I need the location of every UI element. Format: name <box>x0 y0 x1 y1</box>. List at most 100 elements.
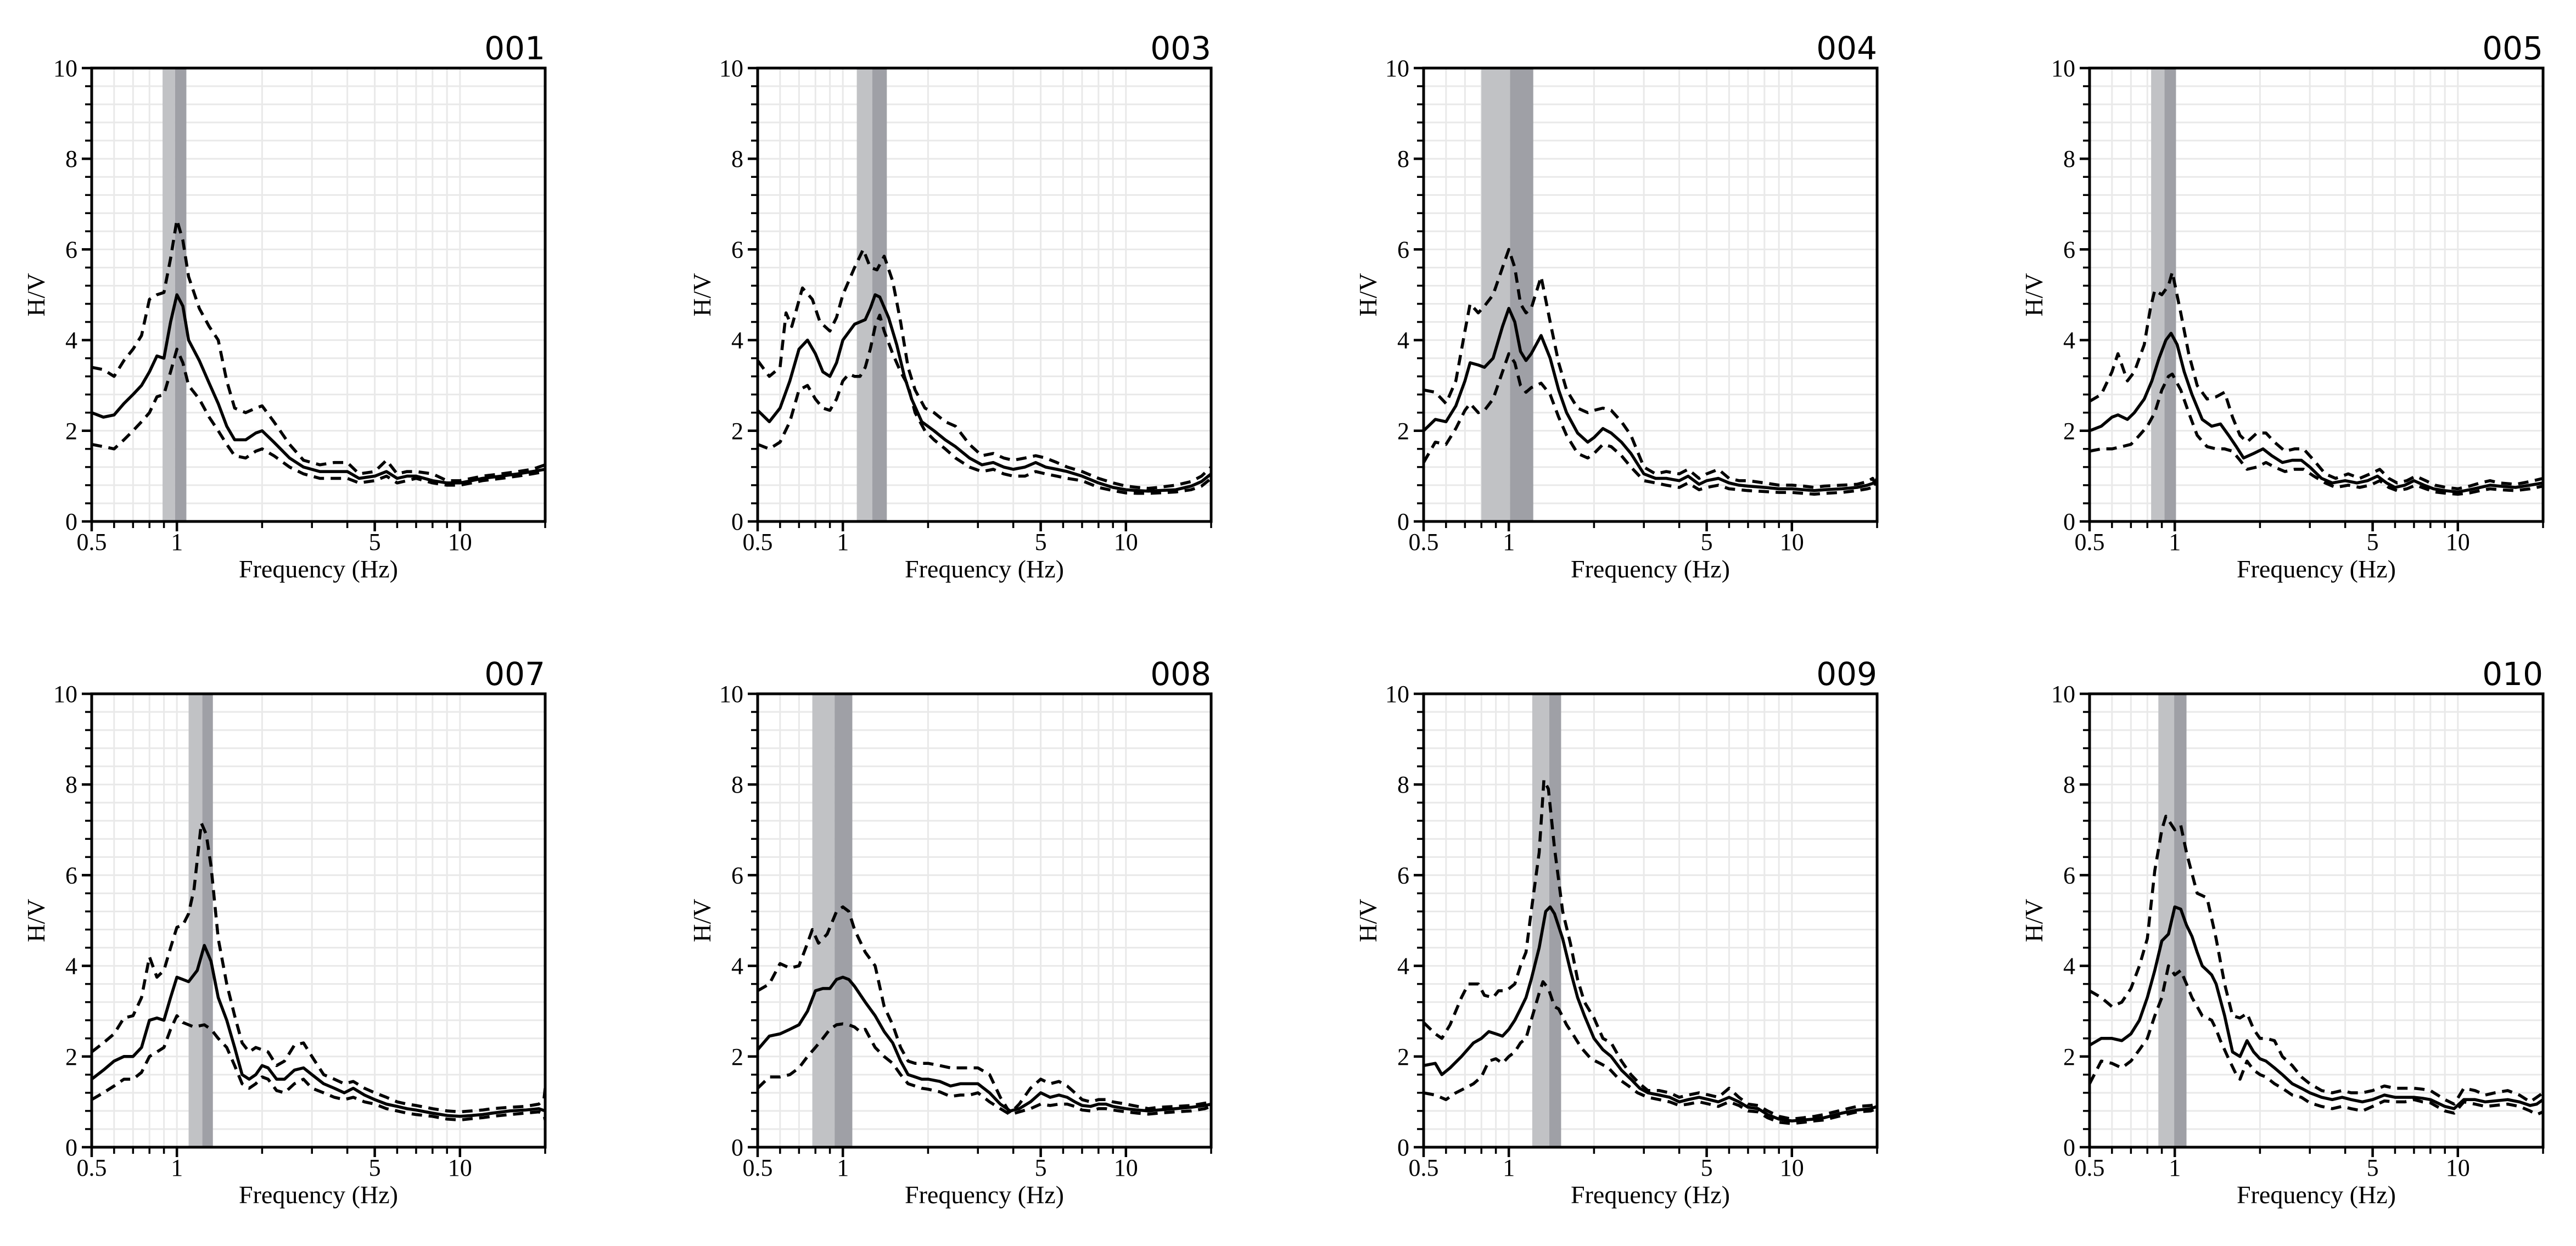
plot-frame <box>2088 692 2545 1149</box>
x-tick-label: 10 <box>1780 529 1804 555</box>
hv-mean-curve <box>758 975 1211 1113</box>
x-tick-label: 10 <box>2446 1154 2470 1181</box>
y-tick-label: 4 <box>731 953 743 980</box>
y-tick-label: 8 <box>1397 145 1409 172</box>
y-axis-label: H/V <box>688 899 716 942</box>
y-tick-label: 2 <box>1397 418 1409 445</box>
hv-upper-std-curve <box>1424 778 1877 1121</box>
hv-lower-std-curve <box>758 1022 1211 1116</box>
x-tick-label: 0.5 <box>1409 1154 1439 1181</box>
plot-frame <box>90 66 547 523</box>
y-tick-label: 6 <box>2063 862 2075 889</box>
x-tick-label: 1 <box>171 529 183 555</box>
peak-band-light <box>188 694 203 1147</box>
y-tick-label: 0 <box>731 508 743 535</box>
x-tick-label: 10 <box>448 529 472 555</box>
x-tick-label: 1 <box>837 1154 849 1181</box>
x-tick-label: 0.5 <box>77 1154 107 1181</box>
y-tick-label: 8 <box>1397 771 1409 798</box>
x-tick-label: 5 <box>1035 1154 1047 1181</box>
y-tick-label: 8 <box>65 145 77 172</box>
x-tick-label: 0.5 <box>2075 1154 2105 1181</box>
hv-upper-std-curve <box>2090 815 2543 1106</box>
hv-mean-curve <box>1424 307 1877 492</box>
y-tick-label: 4 <box>731 327 743 354</box>
y-tick-label: 0 <box>1397 1134 1409 1161</box>
y-tick-label: 4 <box>1397 953 1409 980</box>
x-tick-label: 10 <box>2446 529 2470 555</box>
x-tick-label: 10 <box>1780 1154 1804 1181</box>
hv-mean-curve <box>758 293 1211 493</box>
peak-band-light <box>163 68 175 521</box>
x-axis-label: Frequency (Hz) <box>905 1181 1064 1209</box>
gridlines <box>92 694 545 1147</box>
x-tick-label: 10 <box>1114 529 1138 555</box>
y-tick-label: 6 <box>731 862 743 889</box>
panel-title: 003 <box>1150 30 1211 67</box>
gridlines <box>758 68 1211 521</box>
panel-title: 001 <box>484 30 545 67</box>
peak-band-light <box>1532 694 1549 1147</box>
x-tick-label: 5 <box>2367 529 2379 555</box>
y-axis-label: H/V <box>2020 273 2048 316</box>
x-tick-label: 5 <box>1701 529 1713 555</box>
x-tick-label: 1 <box>1503 1154 1515 1181</box>
hv-lower-std-curve <box>2090 964 2543 1116</box>
hv-upper-std-curve <box>92 821 545 1114</box>
plot-frame <box>1422 692 1879 1149</box>
x-axis-label: Frequency (Hz) <box>239 1181 398 1209</box>
panel-009: 0.5 1 5 10 0 2 4 6 8 10 Frequency (Hz) H/V 009 <box>1354 655 1879 1209</box>
peak-band-dark <box>202 694 213 1147</box>
y-tick-label: 0 <box>731 1134 743 1161</box>
y-tick-label: 10 <box>1385 55 1409 82</box>
panel-title: 010 <box>2482 655 2543 693</box>
panel-004: 0.5 1 5 10 0 2 4 6 8 10 Frequency (Hz) H/V 004 <box>1354 30 1879 583</box>
panel-008: 0.5 1 5 10 0 2 4 6 8 10 Frequency (Hz) H/V 008 <box>688 655 1213 1209</box>
x-axis-label: Frequency (Hz) <box>2237 1181 2396 1209</box>
x-tick-label: 0.5 <box>77 529 107 555</box>
x-axis-label: Frequency (Hz) <box>1571 1181 1730 1209</box>
y-tick-label: 0 <box>2063 1134 2075 1161</box>
hv-mean-curve <box>92 944 545 1118</box>
panel-title: 008 <box>1150 655 1211 693</box>
x-tick-label: 5 <box>1035 529 1047 555</box>
axis-ticks <box>2080 66 2544 531</box>
y-axis-label: H/V <box>1354 273 1382 316</box>
peak-band-light <box>1481 68 1510 521</box>
peak-band-dark <box>835 694 853 1147</box>
y-tick-label: 8 <box>65 771 77 798</box>
y-tick-label: 10 <box>53 55 77 82</box>
x-tick-label: 5 <box>369 1154 381 1181</box>
hv-lower-std-curve <box>758 313 1211 495</box>
x-axis-label: Frequency (Hz) <box>905 555 1064 583</box>
x-tick-label: 5 <box>1701 1154 1713 1181</box>
hv-mean-curve <box>1424 905 1877 1122</box>
y-tick-label: 2 <box>65 1043 77 1070</box>
y-tick-label: 10 <box>719 55 743 82</box>
axis-ticks <box>2080 692 2544 1157</box>
axis-ticks <box>82 692 546 1157</box>
y-tick-label: 4 <box>2063 327 2075 354</box>
x-tick-label: 0.5 <box>743 1154 773 1181</box>
axis-ticks <box>1414 692 1878 1157</box>
x-tick-label: 1 <box>2169 529 2181 555</box>
y-tick-label: 6 <box>65 236 77 263</box>
axis-ticks <box>748 692 1212 1157</box>
hv-upper-std-curve <box>758 905 1211 1115</box>
axis-ticks <box>748 66 1212 531</box>
y-axis-label: H/V <box>22 899 50 942</box>
hv-upper-std-curve <box>1424 248 1877 490</box>
y-tick-label: 4 <box>1397 327 1409 354</box>
x-tick-label: 10 <box>448 1154 472 1181</box>
hv-lower-std-curve <box>92 347 545 487</box>
x-tick-label: 1 <box>171 1154 183 1181</box>
hv-mean-curve <box>92 293 545 485</box>
panel-title: 007 <box>484 655 545 693</box>
gridlines <box>2090 694 2543 1147</box>
axis-ticks <box>1414 66 1878 531</box>
hv-upper-std-curve <box>758 248 1211 490</box>
y-axis-label: H/V <box>688 273 716 316</box>
x-tick-label: 0.5 <box>2075 529 2105 555</box>
axis-ticks <box>82 66 546 531</box>
